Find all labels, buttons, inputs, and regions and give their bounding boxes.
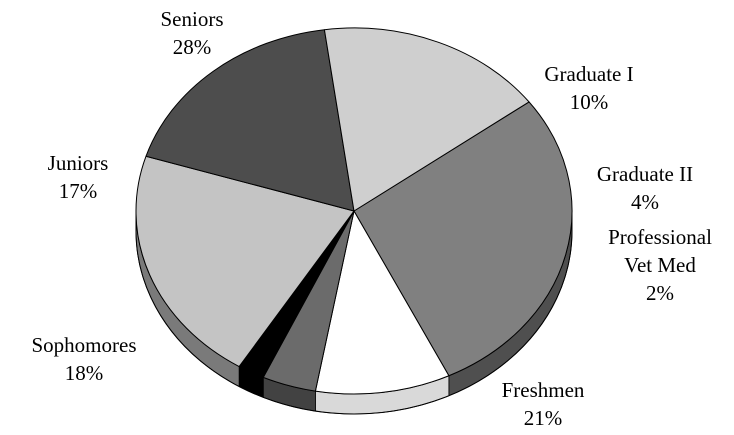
- label-juniors: Juniors 17%: [48, 151, 109, 203]
- label-name-professional-vet-med: Vet Med: [624, 253, 696, 277]
- pie-top: [135, 27, 573, 395]
- label-seniors: Seniors 28%: [161, 7, 224, 59]
- label-percent-seniors: 28%: [173, 35, 212, 59]
- label-percent-sophomores: 18%: [65, 361, 104, 385]
- label-percent-professional-vet-med: 2%: [646, 281, 674, 305]
- label-name-sophomores: Sophomores: [32, 333, 137, 357]
- label-name-freshmen: Freshmen: [502, 378, 585, 402]
- label-professional-vet-med: Professional Vet Med 2%: [608, 225, 712, 305]
- label-name-graduate-ii: Graduate II: [597, 162, 693, 186]
- label-sophomores: Sophomores 18%: [32, 333, 137, 385]
- label-percent-freshmen: 21%: [524, 406, 563, 430]
- label-graduate-ii: Graduate II 4%: [597, 162, 693, 214]
- slice-graduate-i: [314, 210, 450, 395]
- pie-rim: [135, 211, 573, 415]
- slice-freshmen: [135, 155, 355, 368]
- pie-depth: [135, 210, 573, 415]
- label-graduate-i: Graduate I 10%: [544, 62, 633, 114]
- label-name-seniors: Seniors: [161, 7, 224, 31]
- label-name-graduate-i: Graduate I: [544, 62, 633, 86]
- slice-sophomores: [145, 29, 355, 212]
- pie-labels: Seniors 28% Graduate I 10% Graduate II 4% Prof…: [32, 7, 713, 430]
- label-percent-juniors: 17%: [59, 179, 98, 203]
- label-name-professional-vet-med: Professional: [608, 225, 712, 249]
- slice-seniors: [353, 101, 573, 377]
- label-percent-graduate-ii: 4%: [631, 190, 659, 214]
- label-name-juniors: Juniors: [48, 151, 109, 175]
- label-percent-graduate-i: 10%: [570, 90, 609, 114]
- slice-juniors: [323, 27, 530, 212]
- label-freshmen: Freshmen 21%: [502, 378, 585, 430]
